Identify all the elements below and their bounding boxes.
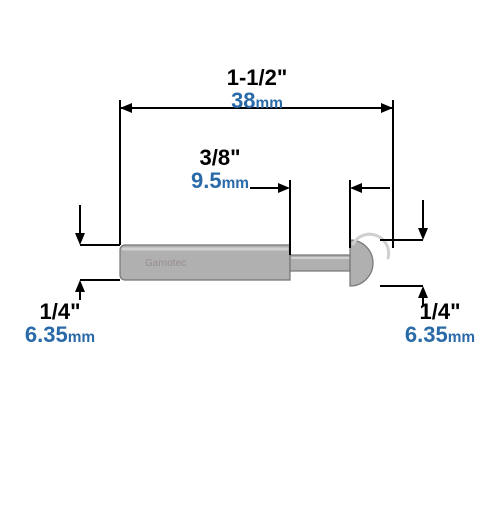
dim-metric: 9.5mm bbox=[165, 169, 275, 192]
dim-imperial: 1-1/2" bbox=[197, 66, 317, 89]
dim-metric: 6.35mm bbox=[380, 323, 500, 346]
dim-top-shaft: 3/8" 9.5mm bbox=[165, 146, 275, 192]
part: Garnotec bbox=[120, 234, 389, 286]
brand-label: Garnotec bbox=[145, 258, 186, 269]
dim-left-dia: 1/4" 6.35mm bbox=[0, 300, 120, 346]
dim-imperial: 1/4" bbox=[0, 300, 120, 323]
dimline-left-dia bbox=[75, 205, 120, 300]
dim-metric: 6.35mm bbox=[0, 323, 120, 346]
dim-top-overall: 1-1/2" 38mm bbox=[197, 66, 317, 112]
dim-imperial: 3/8" bbox=[165, 146, 275, 169]
dim-right-dia: 1/4" 6.35mm bbox=[380, 300, 500, 346]
dim-imperial: 1/4" bbox=[380, 300, 500, 323]
dim-metric: 38mm bbox=[197, 89, 317, 112]
